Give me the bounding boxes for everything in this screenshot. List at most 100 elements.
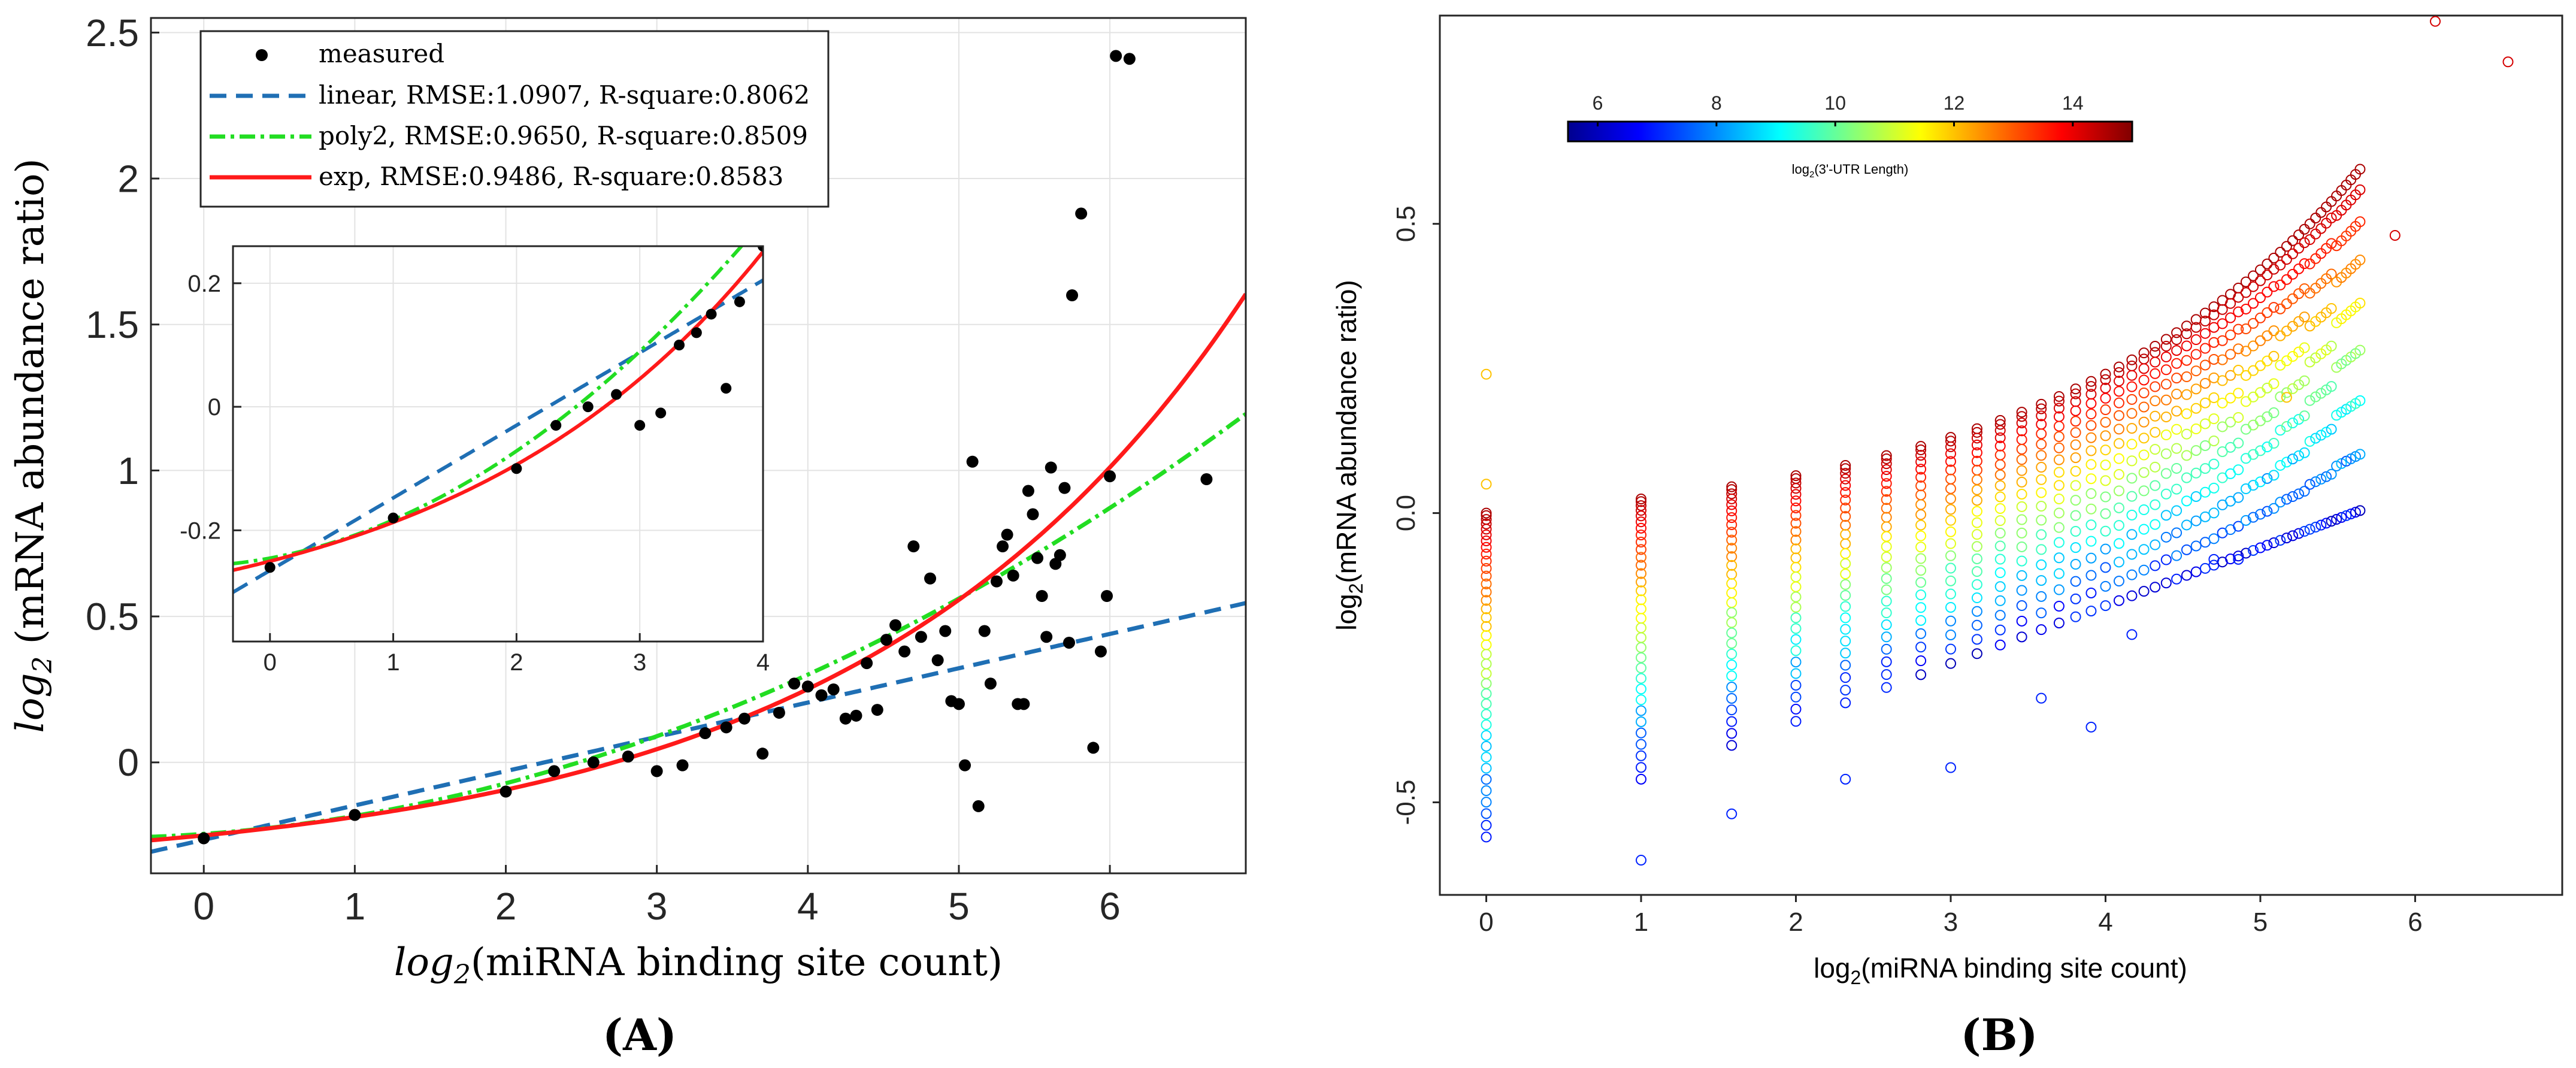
panel-b-point bbox=[2262, 258, 2273, 270]
panel-b-point bbox=[2100, 508, 2111, 519]
panel-a-measured-point bbox=[1066, 289, 1079, 302]
panel-b-point bbox=[2085, 519, 2097, 531]
panel-b-point bbox=[1971, 529, 1982, 540]
panel-b-point bbox=[1726, 682, 1737, 693]
panel-b-point bbox=[2053, 391, 2065, 402]
panel-b-point bbox=[1971, 566, 1982, 577]
panel-b-point bbox=[2070, 452, 2081, 464]
panel-a-legend: measured linear, RMSE:1.0907, R-square:0… bbox=[199, 30, 830, 208]
panel-b-point bbox=[2225, 329, 2236, 341]
panel-b-point bbox=[1790, 679, 1802, 691]
panel-b-point bbox=[1481, 698, 1492, 710]
panel-b-point bbox=[2217, 354, 2228, 365]
panel-b-point bbox=[2016, 585, 2027, 596]
panel-b-point bbox=[1481, 541, 1492, 553]
panel-b-point bbox=[2190, 383, 2202, 395]
panel-b-point bbox=[2171, 462, 2183, 474]
panel-b-point bbox=[2304, 435, 2315, 447]
panel-b-point bbox=[1840, 511, 1851, 522]
panel-b-point bbox=[2287, 417, 2298, 429]
panel-b-point bbox=[2053, 395, 2065, 407]
panel-b-point bbox=[1636, 716, 1647, 727]
panel-a-measured-point bbox=[1094, 645, 1107, 658]
panel-b-point bbox=[2036, 544, 2047, 555]
panel-b-point bbox=[2138, 347, 2150, 359]
panel-b-point bbox=[2150, 341, 2161, 352]
panel-b-point bbox=[2126, 381, 2138, 392]
legend-label-measured: measured bbox=[319, 39, 444, 68]
panel-b-point bbox=[1994, 515, 2006, 527]
panel-b-point bbox=[2113, 538, 2124, 549]
panel-b-label: (B) bbox=[1961, 1009, 2038, 1060]
colorbar-tick-label: 8 bbox=[1711, 92, 1722, 114]
panel-b-point bbox=[2268, 378, 2280, 389]
panel-b-point bbox=[2138, 432, 2150, 444]
panel-b-point bbox=[1994, 491, 2006, 503]
panel-b-point bbox=[2217, 335, 2228, 346]
panel-a-measured-point bbox=[978, 625, 991, 637]
panel-b-point bbox=[2217, 304, 2228, 315]
panel-b-point bbox=[1726, 527, 1737, 538]
panel-b-point bbox=[1971, 439, 1982, 450]
panel-b-point bbox=[2217, 397, 2228, 409]
panel-b-point bbox=[2430, 16, 2441, 27]
panel-b-point bbox=[2171, 527, 2183, 538]
inset-measured-point bbox=[388, 512, 399, 524]
panel-b-point bbox=[2100, 580, 2111, 592]
panel-b-point bbox=[2199, 397, 2211, 409]
panel-a-fit-curves bbox=[151, 292, 1246, 854]
panel-b-point bbox=[2138, 485, 2150, 497]
panel-b-point bbox=[2171, 406, 2183, 417]
panel-b-point bbox=[2085, 381, 2097, 392]
panel-b-point bbox=[1915, 519, 1927, 531]
panel-b-point bbox=[2126, 509, 2138, 521]
panel-b-point bbox=[2299, 237, 2310, 249]
panel-b-point bbox=[2331, 460, 2342, 471]
panel-b-point bbox=[1971, 579, 1982, 590]
panel-b-point bbox=[1915, 565, 1927, 576]
panel-b-point bbox=[2315, 388, 2327, 399]
panel-b-point bbox=[2354, 449, 2366, 460]
panel-b-point bbox=[2350, 507, 2361, 518]
panel-a-measured-point bbox=[198, 832, 210, 845]
panel-b-point bbox=[2299, 410, 2310, 422]
panel-a-measured-point bbox=[1007, 569, 1019, 582]
panel-b-point bbox=[2315, 519, 2327, 531]
panel-b-point bbox=[2326, 268, 2337, 280]
panel-b-point bbox=[2036, 428, 2047, 440]
panel-b-point bbox=[2150, 444, 2161, 455]
panel-b-point bbox=[2160, 341, 2172, 352]
panel-b-point bbox=[1481, 555, 1492, 567]
panel-b-point bbox=[2070, 388, 2081, 400]
panel-b-point bbox=[2138, 564, 2150, 576]
panel-b-point bbox=[2208, 435, 2220, 447]
inset-frame bbox=[232, 245, 764, 643]
legend-label-linear: linear, RMSE:1.0907, R-square:0.8062 bbox=[319, 80, 810, 110]
panel-b-point bbox=[2036, 692, 2047, 704]
panel-b-point bbox=[1994, 639, 2006, 651]
panel-b-point bbox=[2275, 425, 2286, 436]
panel-b-point bbox=[1481, 518, 1492, 530]
panel-b-point bbox=[2310, 522, 2321, 533]
panel-b-point bbox=[1840, 590, 1851, 601]
panel-b-point bbox=[1726, 617, 1737, 628]
panel-b-point bbox=[1636, 694, 1647, 706]
panel-b-point bbox=[2150, 582, 2161, 593]
panel-b-point bbox=[2085, 445, 2097, 456]
panel-b-point bbox=[1994, 581, 2006, 592]
panel-b-point bbox=[2070, 383, 2081, 395]
panel-b-point bbox=[2100, 562, 2111, 573]
panel-b-point bbox=[2502, 56, 2514, 68]
panel-b-point bbox=[1915, 589, 1927, 601]
panel-b-point bbox=[1840, 568, 1851, 580]
panel-b-point bbox=[1726, 627, 1737, 639]
inset-x-tick-label: 2 bbox=[510, 649, 523, 676]
panel-b-point bbox=[1971, 426, 1982, 438]
panel-b-point bbox=[1881, 682, 1892, 693]
panel-b-point bbox=[1726, 534, 1737, 546]
panel-b-point bbox=[2262, 441, 2273, 453]
panel-b-point bbox=[1840, 460, 1851, 471]
panel-b-point bbox=[1945, 504, 1956, 515]
panel-a-measured-point bbox=[622, 751, 634, 763]
panel-b-point bbox=[1915, 642, 1927, 653]
